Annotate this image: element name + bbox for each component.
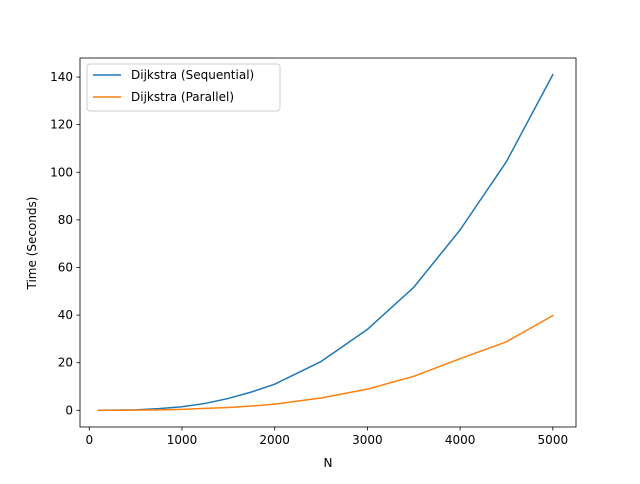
legend-label: Dijkstra (Parallel) (131, 90, 234, 104)
x-tick-label: 2000 (259, 433, 290, 447)
y-tick-label: 40 (58, 308, 73, 322)
x-tick-label: 5000 (538, 433, 569, 447)
y-tick-label: 60 (58, 260, 73, 274)
legend-box (86, 63, 281, 112)
axes-frame (79, 57, 577, 428)
x-axis-label: N (324, 456, 333, 470)
y-tick-label: 80 (58, 213, 73, 227)
x-tick-label: 4000 (445, 433, 476, 447)
axes: 0 1000 2000 3000 4000 5000 0 20 40 60 80 100 120 140 (50, 57, 577, 447)
y-tick-label: 20 (58, 356, 73, 370)
y-axis-label: Time (Seconds) (25, 197, 39, 291)
x-tick-label: 3000 (352, 433, 383, 447)
y-tick-label: 120 (50, 118, 73, 132)
plot-background (80, 58, 576, 427)
series-layer (97, 73, 554, 412)
legend: Dijkstra (Sequential) Dijkstra (Parallel) (86, 63, 281, 112)
y-tick-label: 0 (65, 403, 73, 417)
plot-area (80, 58, 576, 427)
legend-label: Dijkstra (Sequential) (131, 68, 254, 82)
x-tick-label: 0 (85, 433, 93, 447)
x-tick-label: 1000 (167, 433, 198, 447)
y-tick-label: 140 (50, 70, 73, 84)
series-line-parallel (97, 314, 554, 412)
y-tick-label: 100 (50, 165, 73, 179)
